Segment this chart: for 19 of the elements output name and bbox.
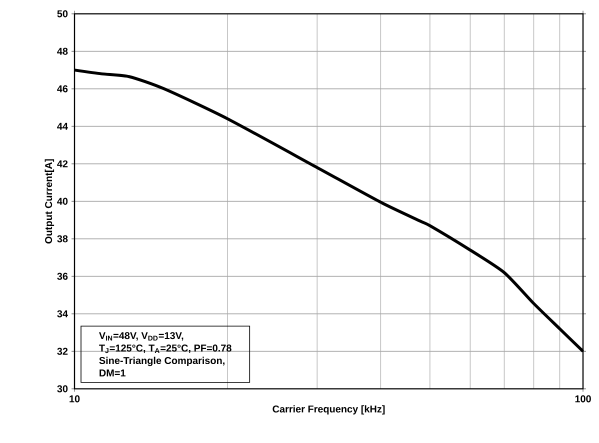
y-tick-label: 34 [57, 310, 68, 318]
annotation: T$_{J}$=125°C, T$_{A}$=25°C, PF=0.78 [99, 344, 232, 354]
y-tick-label: 40 [57, 198, 68, 205]
annotation: V$_{IN}$=48V, V$_{DD}$=13V, [99, 332, 184, 341]
y-tick-label: 50 [57, 10, 68, 18]
y-tick-label: 38 [57, 235, 68, 242]
x-tick-label: 100 [575, 395, 591, 402]
y-tick-label: 46 [57, 85, 68, 92]
y-tick-label: 32 [57, 348, 68, 355]
annotation: Sine-Triangle Comparison, [99, 356, 224, 366]
y-tick-label: 42 [57, 160, 68, 168]
y-tick-label: 44 [57, 122, 68, 130]
y-axis-title: Output Current[A] [44, 159, 54, 244]
y-tick-label: 30 [57, 385, 68, 392]
y-tick-label: 36 [57, 272, 68, 280]
x-axis-title: Carrier Frequency [kHz] [272, 405, 385, 414]
annotation: DM=1 [100, 370, 126, 376]
y-tick-label: 48 [57, 48, 68, 55]
x-tick-label: 10 [70, 395, 80, 402]
